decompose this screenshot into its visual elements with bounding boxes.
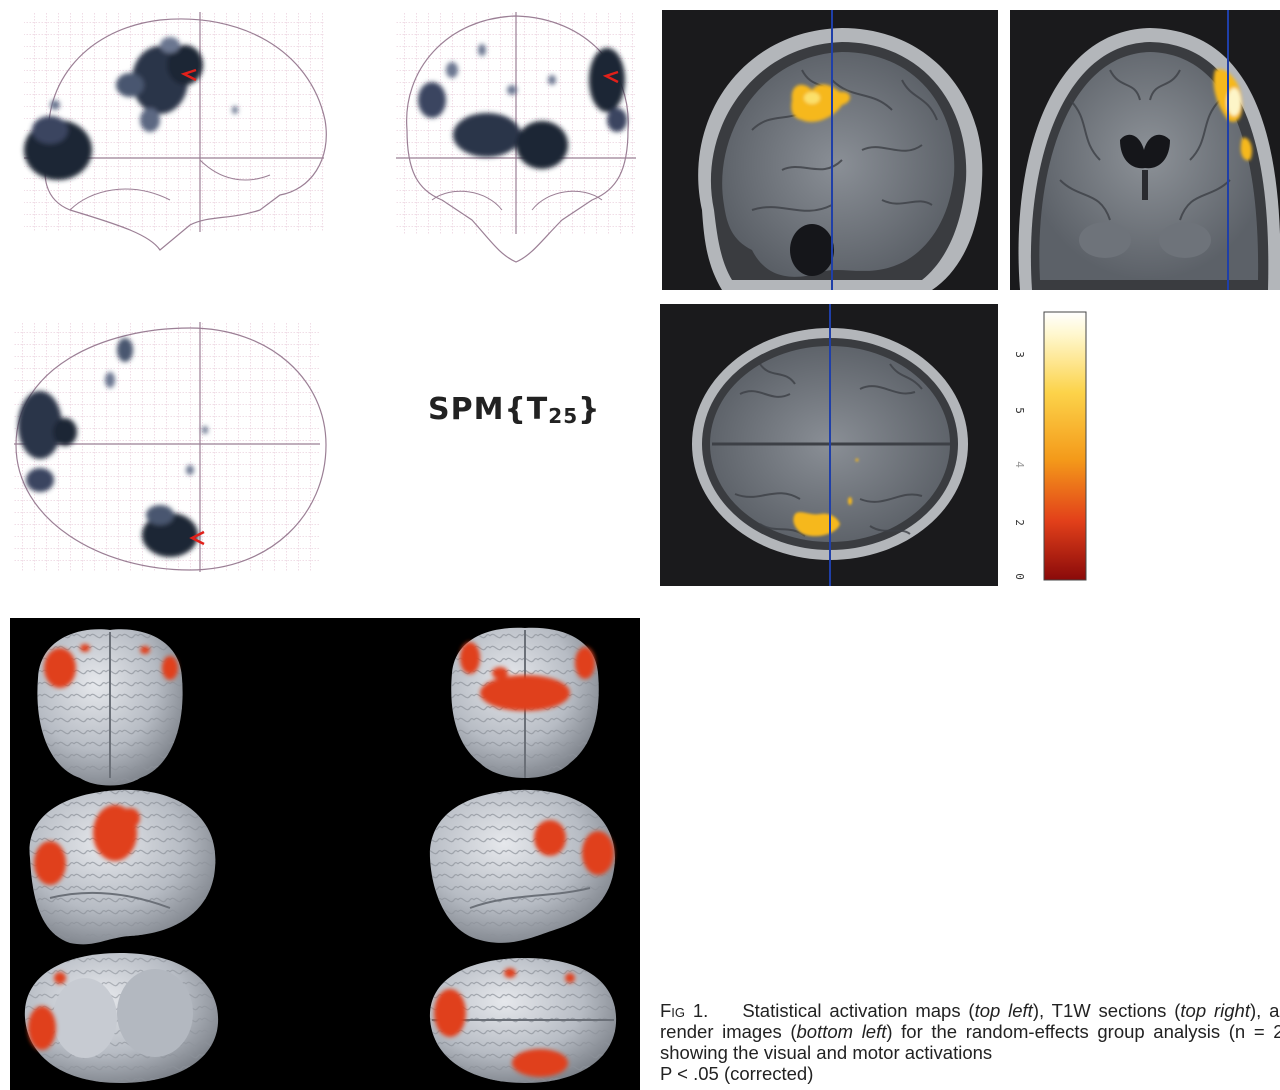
render-brain-inferior (24, 953, 219, 1083)
render-brain-left-lateral (29, 789, 216, 945)
figure-number: Fig 1. (660, 1000, 709, 1021)
colorbar-tick: 2 (1012, 519, 1026, 526)
colorbar-tick: 4 (1012, 461, 1026, 468)
spm-label-subscript: 25 (548, 404, 579, 428)
render-brain-right-lateral (429, 789, 615, 943)
spm-label-base: SPM{T (428, 392, 549, 427)
figure-caption: Fig 1. Statistical activation maps (top l… (660, 1000, 1280, 1084)
spm-label: SPM{T25} (428, 392, 601, 428)
colorbar-tick: 0 (1012, 573, 1026, 580)
caption-significance: P < .05 (corrected) (660, 1063, 814, 1084)
glass-brain-axial (10, 320, 330, 580)
render-brain-superior (429, 958, 617, 1083)
colorbar-ticks: 3 5 4 2 0 (1012, 310, 1034, 582)
activation-blob-glass (24, 37, 238, 180)
activation-overlay (791, 84, 851, 122)
spm-label-close: } (578, 392, 601, 427)
t1w-coronal-section (1010, 10, 1280, 290)
colorbar-tick: 5 (1012, 407, 1026, 414)
glass-brain-sagittal (10, 10, 330, 270)
render-brain-back (451, 627, 599, 778)
peak-marker-icon (180, 68, 197, 82)
render-images-panel (10, 618, 640, 1090)
render-brain-front (37, 629, 183, 786)
colorbar (1040, 310, 1090, 582)
colorbar-tick: 3 (1012, 351, 1026, 358)
glass-brain-coronal (392, 10, 642, 270)
t1w-sagittal-section (662, 10, 998, 290)
t1w-axial-section (660, 304, 998, 586)
